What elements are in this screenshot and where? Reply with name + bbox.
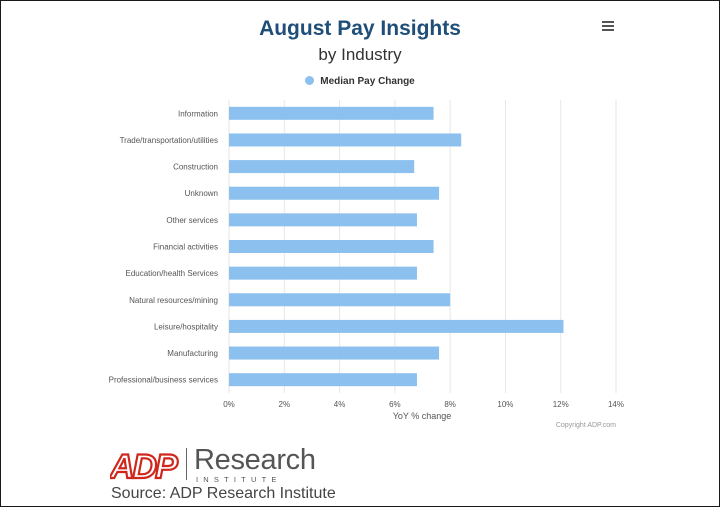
legend[interactable]: Median Pay Change (0, 76, 720, 87)
category-label: Unknown (185, 189, 218, 198)
adp-logo-text: ADP (110, 448, 178, 483)
legend-marker (305, 76, 315, 85)
bars (229, 106, 564, 387)
category-label: Financial activities (153, 243, 218, 252)
logo-research: Research (194, 444, 316, 476)
category-label: Natural resources/mining (129, 296, 218, 305)
category-label: Manufacturing (167, 349, 218, 358)
x-tick-label: 0% (223, 400, 235, 409)
bar[interactable] (229, 160, 415, 174)
bar[interactable] (229, 293, 451, 307)
category-label: Education/health Services (126, 269, 219, 278)
bar[interactable] (229, 319, 564, 333)
chart-title: August Pay Insights (259, 17, 461, 40)
chart-subtitle: by Industry (318, 45, 402, 64)
legend-label: Median Pay Change (320, 76, 415, 87)
category-label: Information (178, 109, 218, 118)
source-note: Source: ADP Research Institute (111, 485, 336, 502)
chart-credit: Copyright ADP.com (555, 422, 616, 429)
bar[interactable] (229, 373, 417, 387)
category-label: Leisure/hospitality (154, 322, 218, 331)
bar[interactable] (229, 133, 462, 147)
x-tick-label: 8% (444, 400, 456, 409)
x-tick-label: 14% (608, 400, 624, 409)
x-tick-label: 12% (553, 400, 569, 409)
x-tick-labels: 0% 2% 4% 6% 8% 10% 12% 14% (223, 400, 624, 409)
category-label: Trade/transportation/utilities (120, 136, 218, 145)
bar[interactable] (229, 213, 417, 227)
category-label: Professional/business services (109, 376, 218, 385)
category-label: Other services (166, 216, 218, 225)
category-labels: Information Trade/transportation/utilitie… (109, 109, 218, 384)
logo-institute: INSTITUTE (196, 475, 282, 484)
adp-logo: ADP (110, 447, 181, 483)
x-tick-label: 2% (279, 400, 291, 409)
x-tick-label: 10% (497, 400, 513, 409)
hamburger-menu-icon[interactable] (598, 18, 618, 36)
bar[interactable] (229, 106, 434, 120)
bar[interactable] (229, 240, 434, 253)
logo-divider (186, 448, 187, 480)
bar[interactable] (229, 346, 440, 360)
x-axis-title: YoY % change (393, 411, 452, 421)
bar[interactable] (229, 186, 440, 200)
category-label: Construction (173, 163, 218, 172)
x-tick-label: 4% (334, 400, 346, 409)
bar[interactable] (229, 266, 417, 280)
x-tick-label: 6% (389, 400, 401, 409)
